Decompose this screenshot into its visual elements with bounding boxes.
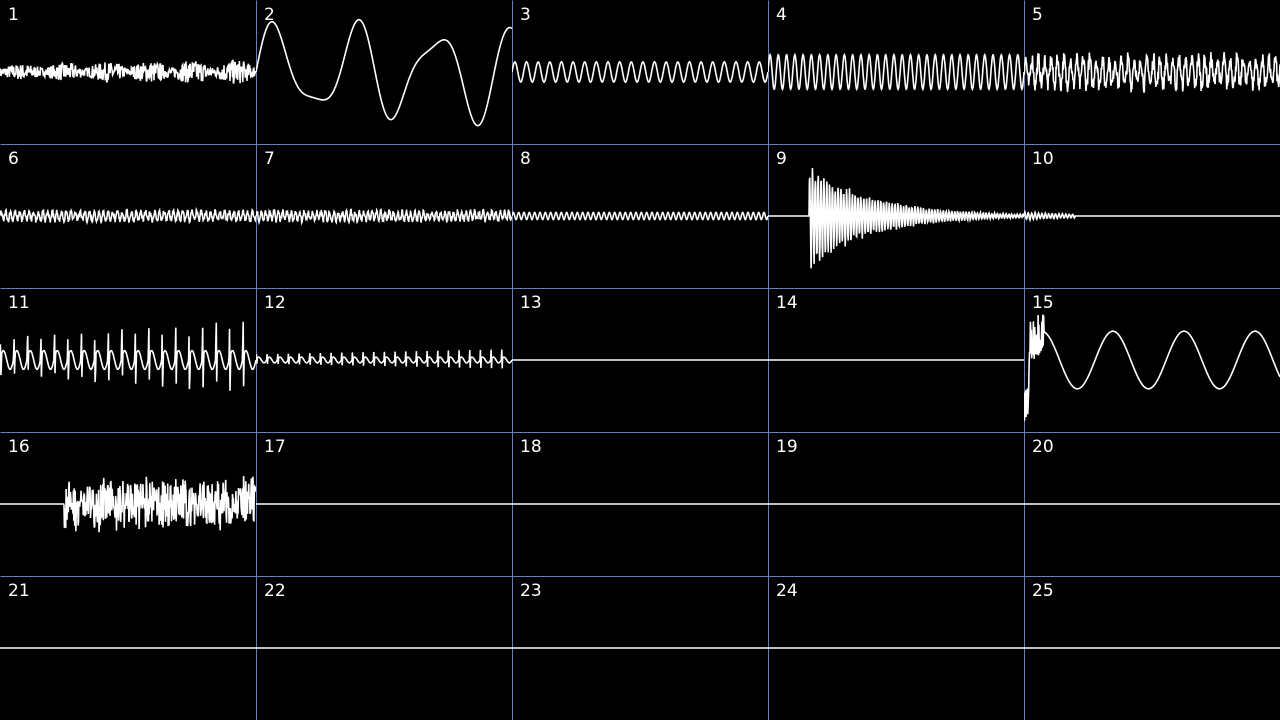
channel-label: 17 [264,437,286,457]
channel-label: 6 [8,149,19,169]
channel-23: 23 [512,576,768,720]
waveform-trace [256,18,512,127]
channel-label: 14 [776,293,798,313]
channel-1: 1 [0,0,256,144]
channel-label: 18 [520,437,542,457]
channel-18: 18 [512,432,768,576]
channel-label: 10 [1032,149,1054,169]
channel-label: 3 [520,5,531,25]
channel-label: 21 [8,581,30,601]
channel-label: 7 [264,149,275,169]
channel-label: 22 [264,581,286,601]
waveform-trace [0,476,256,533]
waveform-trace [256,207,512,226]
waveform-trace [1024,51,1280,93]
channel-17: 17 [256,432,512,576]
waveform-trace [0,321,256,391]
channel-24: 24 [768,576,1024,720]
waveform-trace [1024,314,1280,421]
waveform-trace [512,60,768,84]
waveform-trace [768,167,1024,269]
channel-label: 8 [520,149,531,169]
channel-19: 19 [768,432,1024,576]
channel-label: 20 [1032,437,1054,457]
channel-20: 20 [1024,432,1280,576]
channel-label: 15 [1032,293,1054,313]
waveform-trace [256,349,512,369]
channel-10: 10 [1024,144,1280,288]
channel-3: 3 [512,0,768,144]
channel-label: 25 [1032,581,1054,601]
channel-15: 15 [1024,288,1280,432]
channel-25: 25 [1024,576,1280,720]
channel-label: 9 [776,149,787,169]
channel-label: 13 [520,293,542,313]
channel-7: 7 [256,144,512,288]
channel-label: 23 [520,581,542,601]
channel-16: 16 [0,432,256,576]
channel-13: 13 [512,288,768,432]
channel-label: 24 [776,581,798,601]
channel-9: 9 [768,144,1024,288]
channel-14: 14 [768,288,1024,432]
waveform-trace [768,52,1024,92]
channel-21: 21 [0,576,256,720]
channel-label: 4 [776,5,787,25]
channel-label: 1 [8,5,19,25]
waveform-trace [512,211,768,221]
waveform-trace [0,206,256,226]
channel-label: 19 [776,437,798,457]
channel-2: 2 [256,0,512,144]
channel-12: 12 [256,288,512,432]
waveform-trace [0,59,256,84]
channel-5: 5 [1024,0,1280,144]
channel-label: 11 [8,293,30,313]
channel-label: 2 [264,5,275,25]
waveform-trace [1024,209,1280,223]
channel-label: 5 [1032,5,1043,25]
channel-11: 11 [0,288,256,432]
channel-label: 12 [264,293,286,313]
channel-22: 22 [256,576,512,720]
channel-4: 4 [768,0,1024,144]
channel-label: 16 [8,437,30,457]
channel-8: 8 [512,144,768,288]
channel-6: 6 [0,144,256,288]
